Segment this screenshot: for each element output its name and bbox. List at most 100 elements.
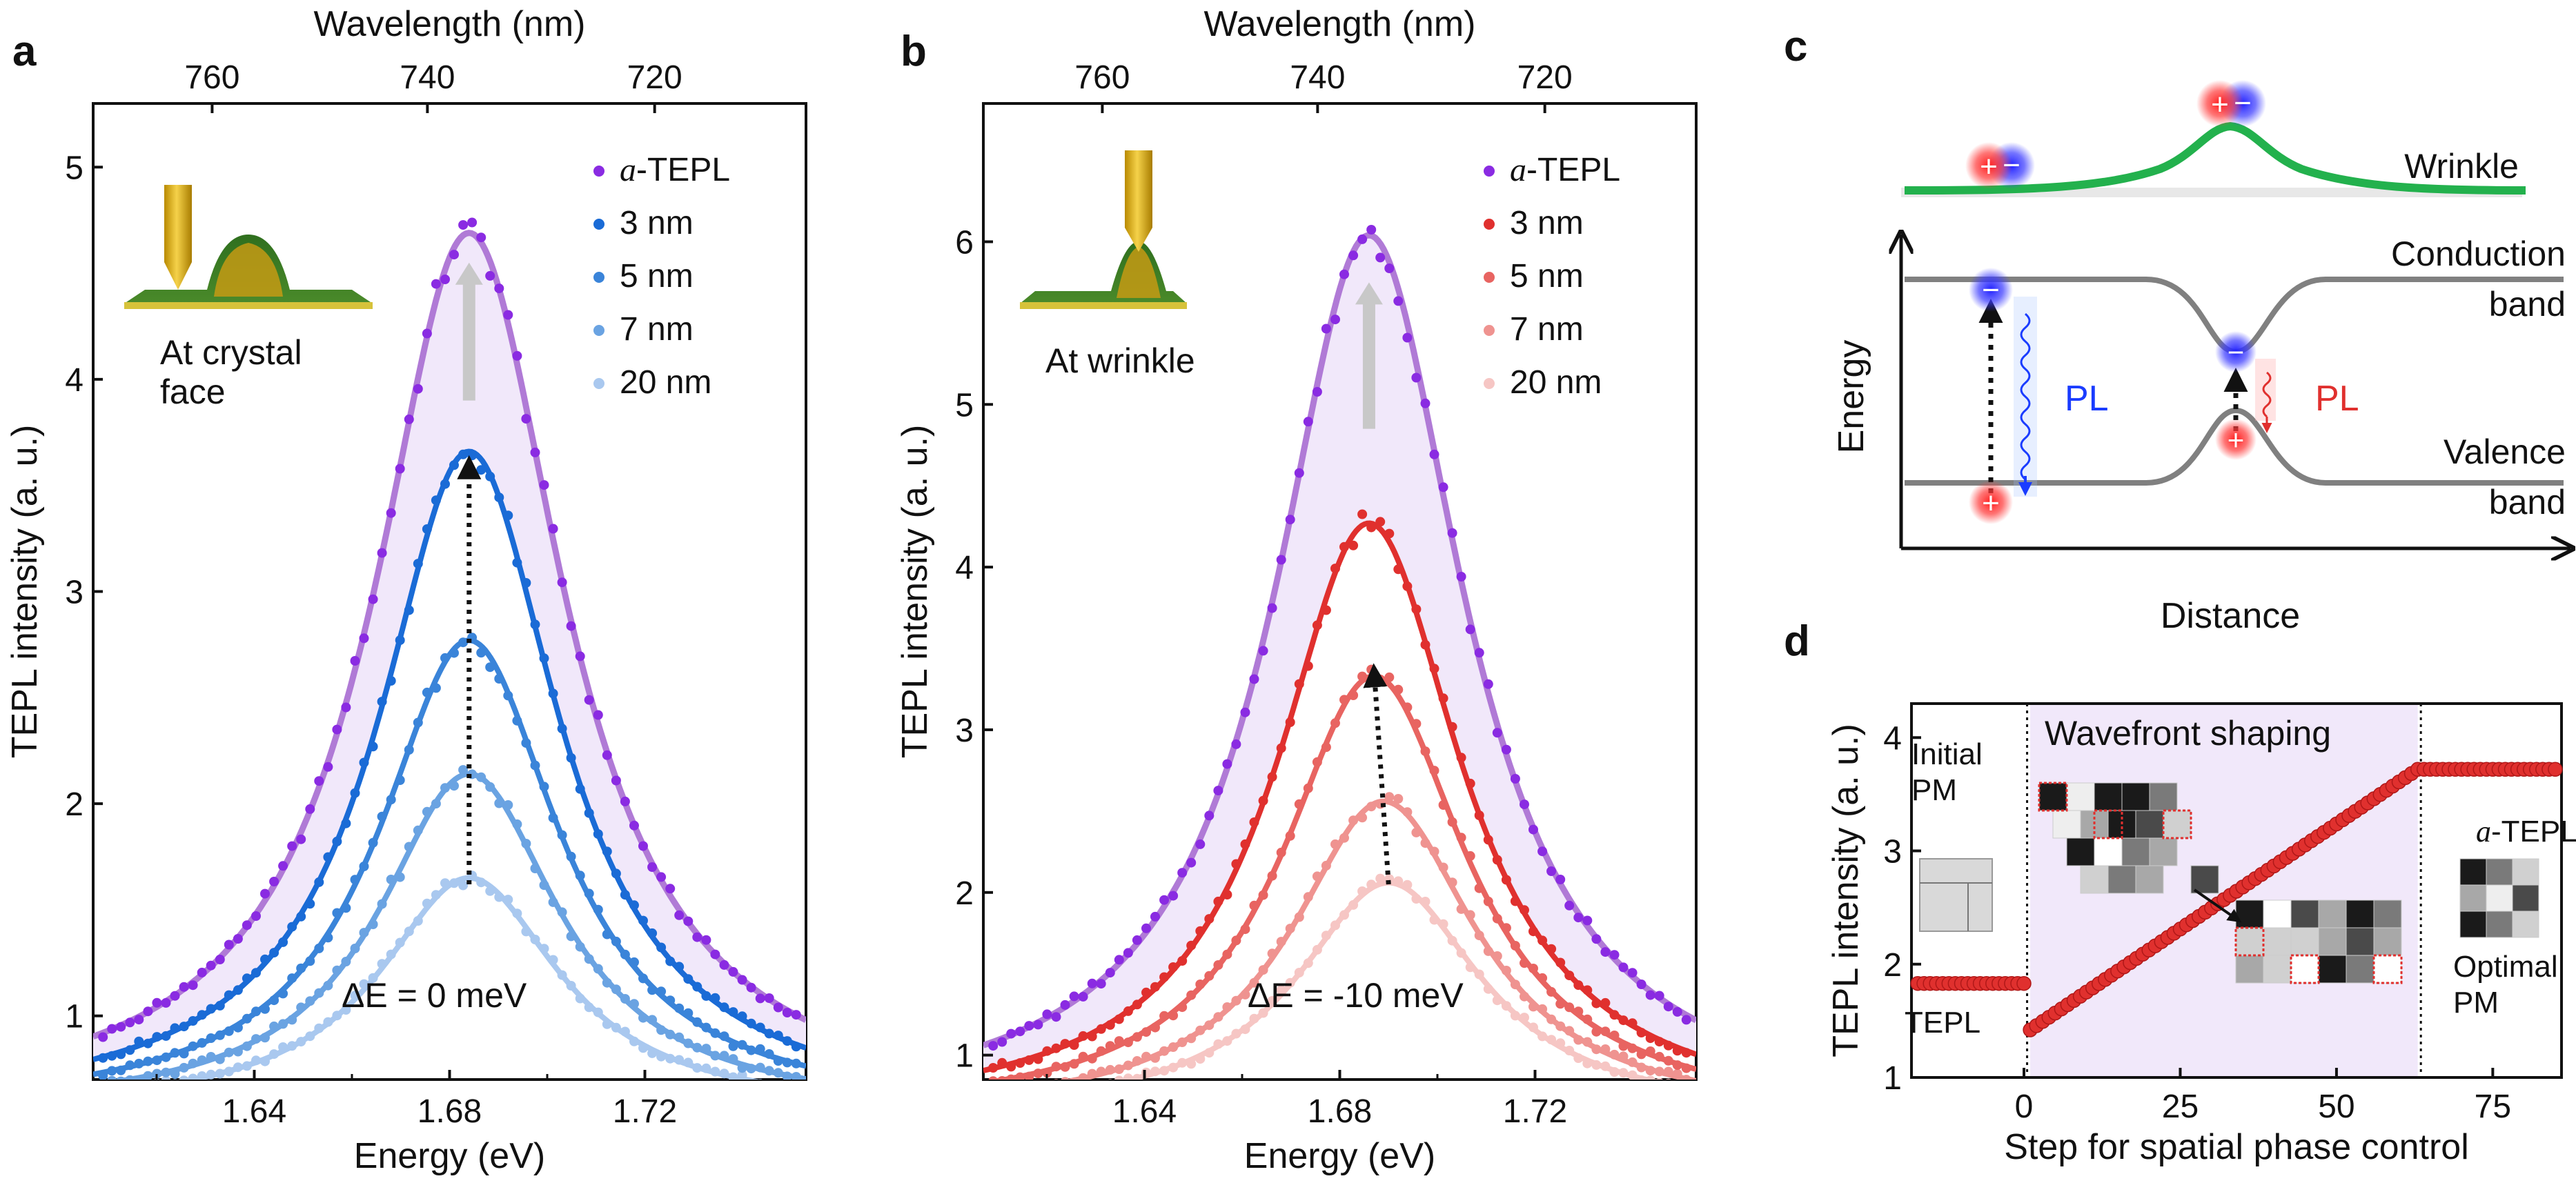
data-point <box>1537 846 1548 857</box>
data-point <box>584 954 594 964</box>
series-3-nm <box>983 509 1696 1073</box>
data-point <box>1465 624 1475 635</box>
data-point <box>215 1068 225 1079</box>
data-point <box>143 1056 153 1066</box>
wavefront-label: Wavefront shaping <box>2045 714 2331 753</box>
data-point <box>143 1038 153 1048</box>
data-point <box>224 940 234 950</box>
data-point <box>629 957 639 967</box>
data-point <box>395 937 405 948</box>
data-point <box>620 949 630 960</box>
data-point <box>1132 1000 1142 1010</box>
pm-pixel <box>2486 858 2513 886</box>
data-point <box>1411 719 1422 729</box>
data-point <box>359 928 369 938</box>
data-point <box>296 1037 306 1047</box>
data-point <box>1249 1013 1259 1024</box>
data-point <box>1276 937 1286 947</box>
data-point <box>1330 564 1340 574</box>
data-point <box>575 784 585 794</box>
inset-label-b: At wrinkle <box>1045 341 1195 380</box>
data-point <box>548 897 558 907</box>
hole-icon <box>1969 480 2013 524</box>
data-point <box>278 861 288 871</box>
data-point <box>1510 896 1520 906</box>
data-point <box>305 956 315 966</box>
data-point <box>503 800 513 810</box>
data-point <box>1195 926 1206 936</box>
pm-pixel <box>2373 955 2402 984</box>
data-point <box>1672 1006 1682 1017</box>
data-point <box>161 1031 171 1041</box>
data-point <box>710 1066 720 1077</box>
data-point <box>467 450 478 461</box>
data-point <box>422 328 432 339</box>
y-tick-label: 4 <box>955 550 974 586</box>
data-point <box>749 1079 754 1080</box>
data-point <box>1033 1082 1043 1092</box>
data-point <box>458 449 469 459</box>
data-point <box>1006 1074 1016 1080</box>
data-point <box>539 653 549 664</box>
data-point <box>1555 1021 1566 1031</box>
data-point <box>503 310 513 320</box>
data-point <box>1339 910 1349 920</box>
data-point <box>791 1072 801 1080</box>
data-point <box>1663 1066 1673 1077</box>
data-point <box>458 637 469 648</box>
legend-marker <box>1484 378 1495 389</box>
data-point <box>359 862 369 871</box>
data-point <box>611 775 621 786</box>
y-axis-label: TEPL intensity (a. u.) <box>895 425 935 759</box>
data-point <box>1168 1011 1179 1021</box>
data-point <box>395 464 405 474</box>
y-tick-label: 3 <box>1883 834 1902 871</box>
data-point <box>1168 891 1179 901</box>
data-point <box>242 1041 252 1051</box>
data-point <box>782 1036 792 1046</box>
data-point <box>593 964 603 974</box>
data-point <box>368 594 378 604</box>
data-point <box>377 899 387 909</box>
data-point <box>1033 1068 1043 1079</box>
data-point <box>755 993 765 1004</box>
data-point <box>1078 1073 1088 1080</box>
data-point <box>1672 1060 1682 1071</box>
data-point <box>1474 931 1484 941</box>
data-point <box>1375 873 1386 884</box>
data-point <box>575 942 585 952</box>
data-point <box>1105 1020 1115 1030</box>
data-point <box>1267 996 1277 1006</box>
y-tick-label: 5 <box>955 387 974 424</box>
pm-pixel <box>2149 782 2178 811</box>
data-point <box>188 980 198 991</box>
data-point <box>134 1058 144 1068</box>
data-point <box>746 982 756 993</box>
data-point <box>701 991 711 1001</box>
data-point <box>764 1049 774 1059</box>
data-point <box>728 1041 738 1051</box>
data-point <box>233 934 243 944</box>
data-point <box>1258 965 1268 975</box>
data-point <box>1520 958 1529 968</box>
data-point <box>1339 541 1349 552</box>
data-point <box>1393 296 1404 306</box>
data-point <box>296 911 306 922</box>
legend-label: a-TEPL <box>620 152 730 188</box>
data-point <box>1222 1002 1232 1012</box>
data-point <box>548 955 558 965</box>
data-point <box>350 944 360 953</box>
data-point <box>368 742 378 752</box>
data-point <box>647 985 658 995</box>
data-point <box>593 1007 603 1017</box>
data-point <box>125 1045 135 1055</box>
y-tick-label: 3 <box>65 575 83 611</box>
series-7-nm <box>107 765 806 1080</box>
data-point <box>674 1055 685 1065</box>
data-point <box>1141 987 1151 997</box>
data-point <box>215 1030 225 1040</box>
data-point <box>116 1065 126 1075</box>
data-point <box>1105 1041 1115 1051</box>
data-point <box>1042 1068 1052 1078</box>
data-point <box>1384 264 1395 273</box>
